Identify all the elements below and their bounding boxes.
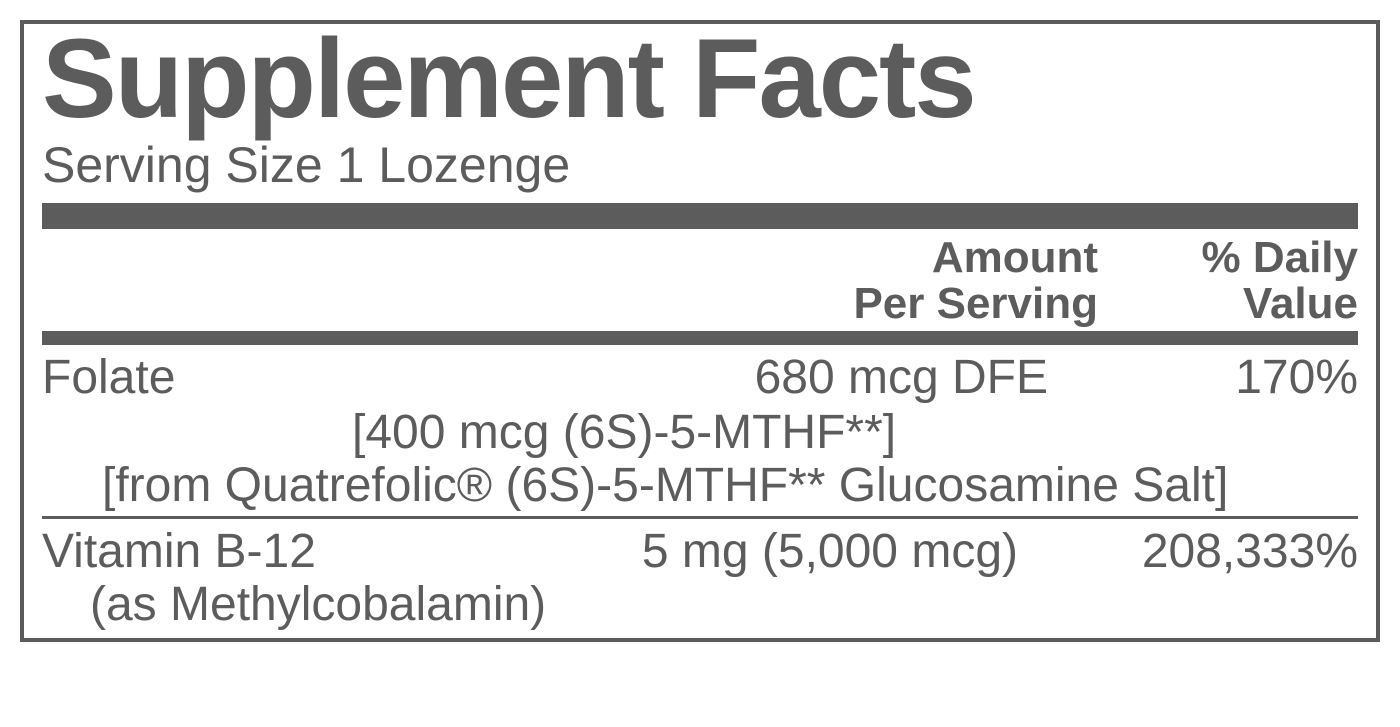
folate-sub2: [from Quatrefolic® (6S)-5-MTHF** Glucosa… <box>42 460 1358 513</box>
divider-thin <box>42 516 1358 519</box>
divider-med <box>42 331 1358 345</box>
row-folate: Folate 680 mcg DFE 170% <box>42 349 1358 407</box>
panel-title: Supplement Facts <box>42 20 1358 138</box>
divider-thick <box>42 203 1358 229</box>
supplement-facts-panel: Supplement Facts Serving Size 1 Lozenge … <box>20 20 1380 642</box>
column-headers: Amount Per Serving % Daily Value <box>42 235 1358 327</box>
header-amount-2: Per Serving <box>758 281 1098 327</box>
header-dv-1: % Daily <box>1098 235 1358 281</box>
serving-size: Serving Size 1 Lozenge <box>42 138 1358 193</box>
folate-sub1: [400 mcg (6S)-5-MTHF**] <box>42 407 1358 460</box>
b12-dv: 208,333% <box>1058 525 1358 579</box>
b12-sub: (as Methylcobalamin) <box>42 579 1358 632</box>
b12-name: Vitamin B-12 <box>42 525 472 579</box>
row-b12: Vitamin B-12 5 mg (5,000 mcg) 208,333% <box>42 523 1358 579</box>
b12-amount: 5 mg (5,000 mcg) <box>472 525 1058 579</box>
folate-name: Folate <box>42 351 462 405</box>
header-amount-1: Amount <box>758 235 1098 281</box>
folate-amount: 680 mcg DFE <box>462 351 1088 405</box>
header-dv-2: Value <box>1098 281 1358 327</box>
folate-dv: 170% <box>1088 351 1358 405</box>
